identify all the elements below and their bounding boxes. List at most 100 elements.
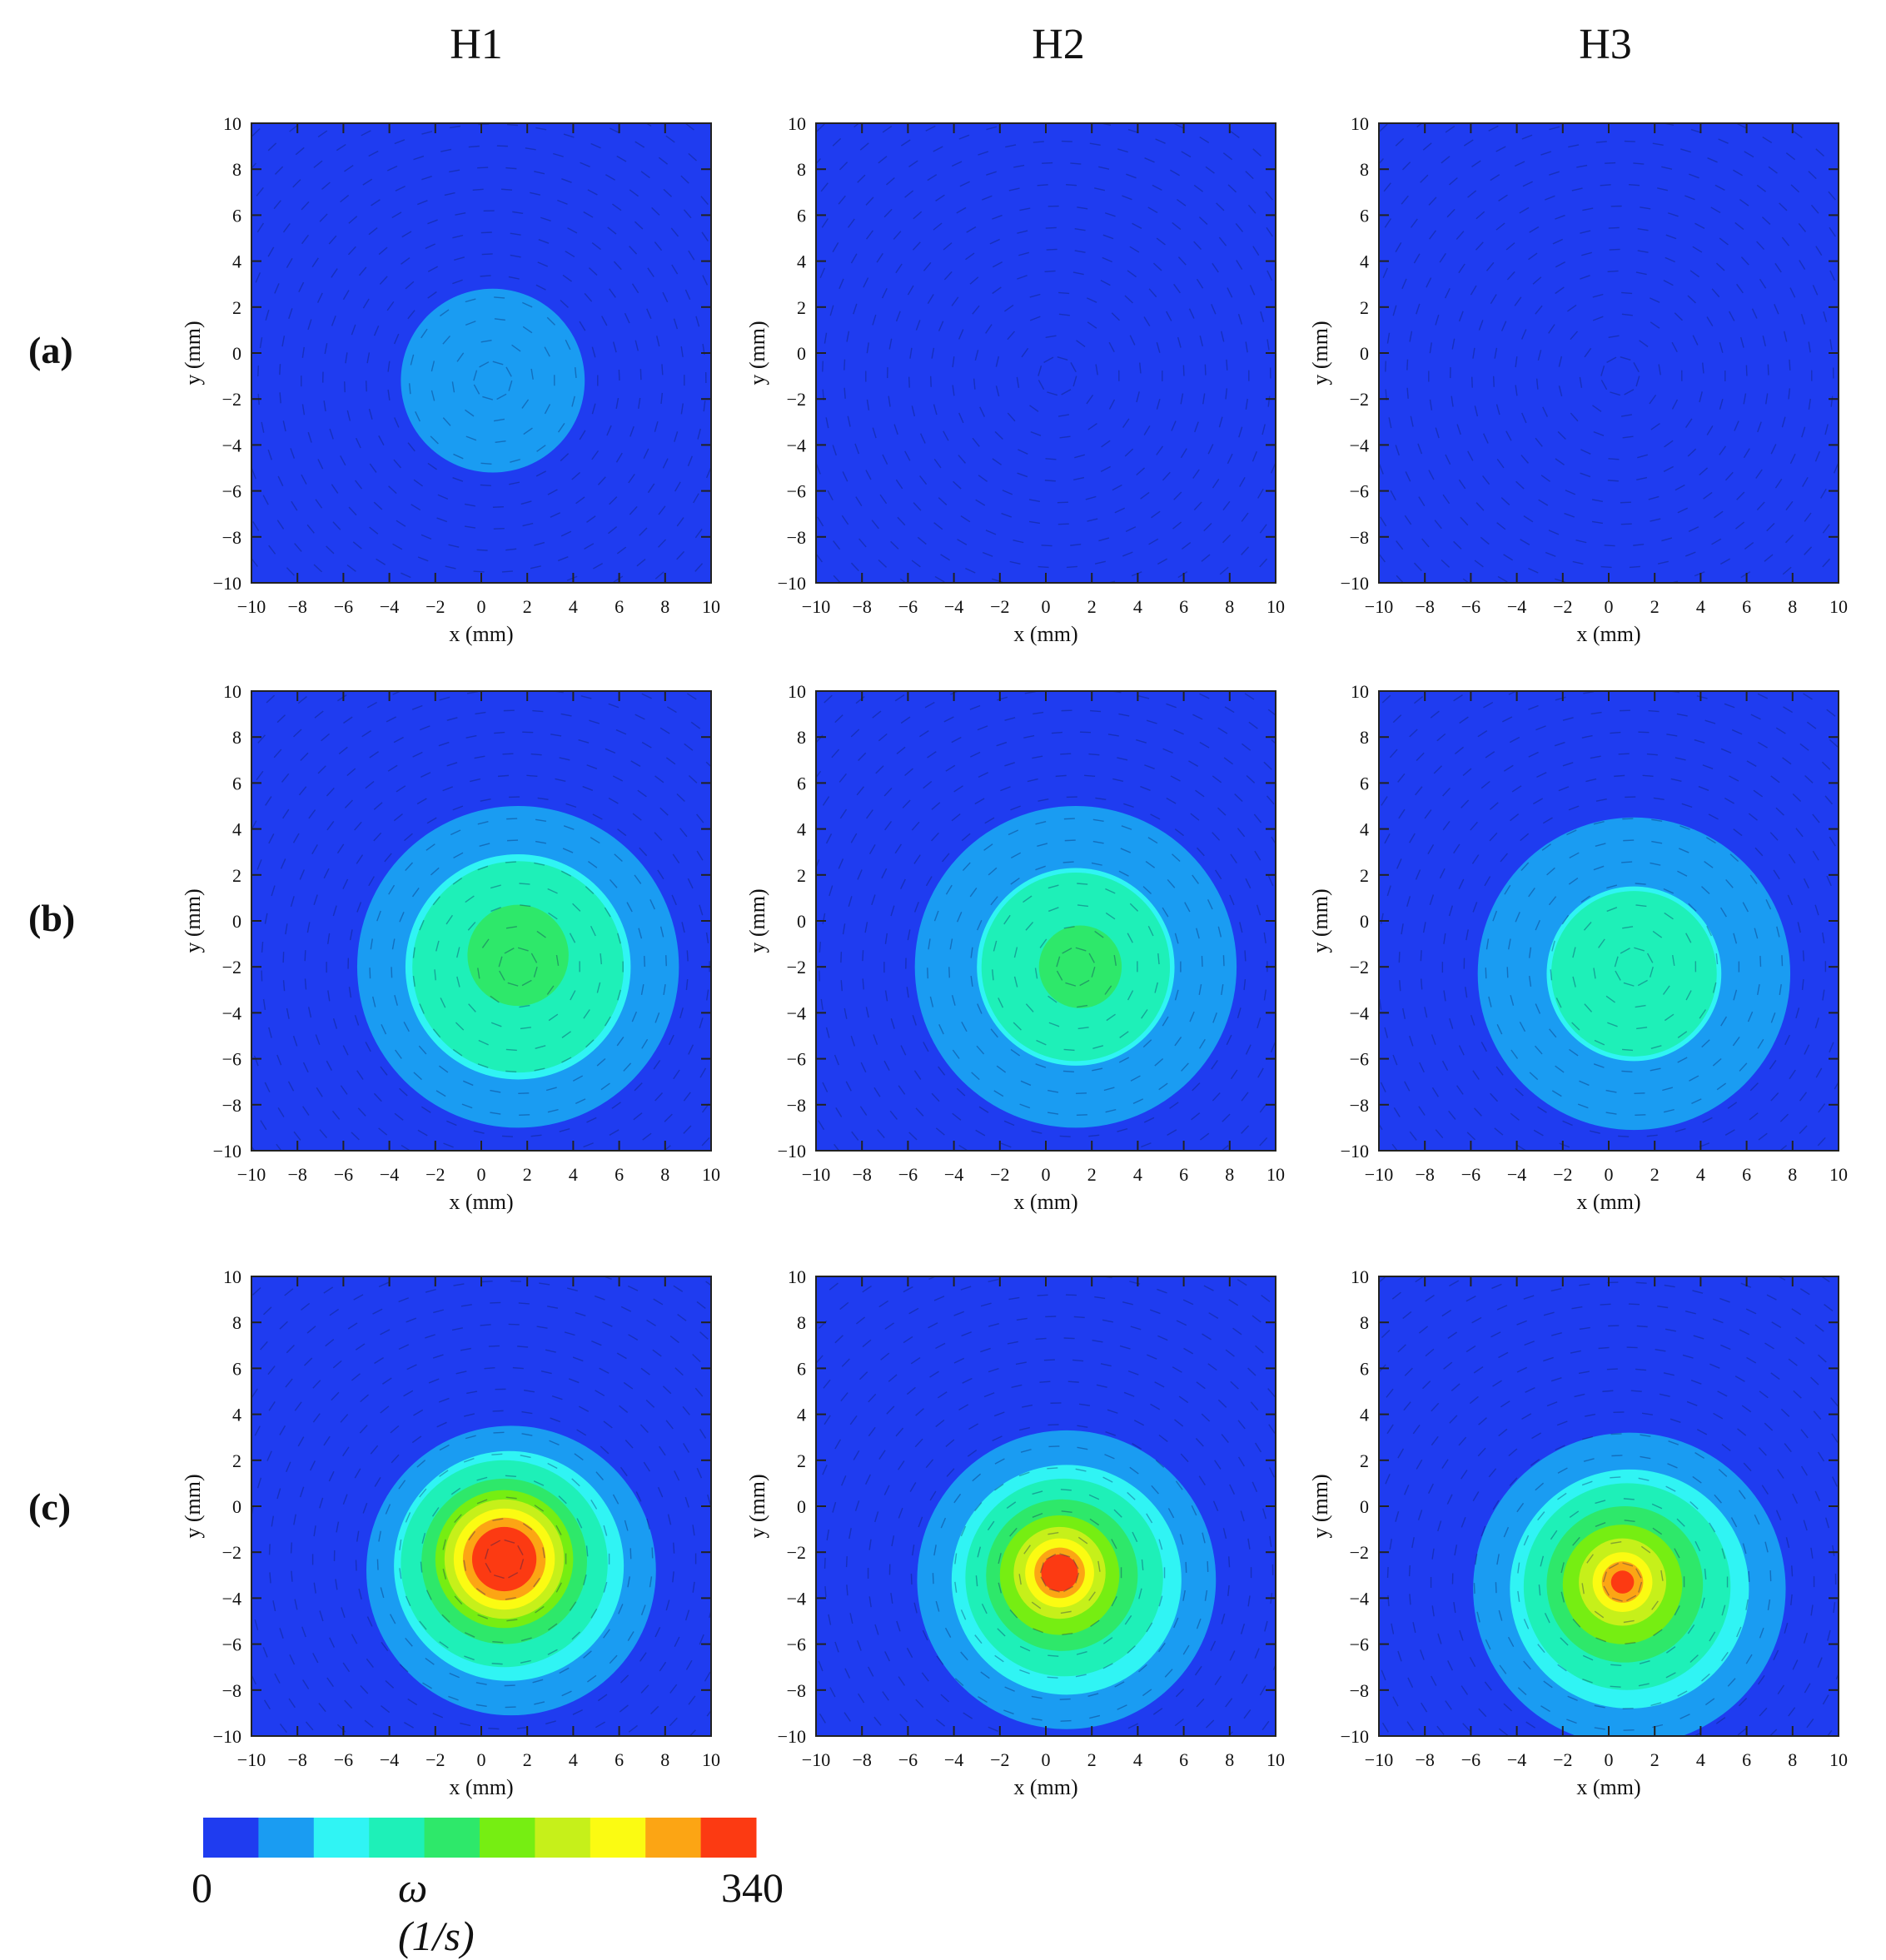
y-tick-label: 8 <box>1360 159 1369 180</box>
panel-background <box>1379 123 1839 583</box>
y-tick-label: 8 <box>232 1312 241 1333</box>
x-tick-label: 4 <box>569 1164 578 1185</box>
x-tick-label: 0 <box>1605 1749 1614 1770</box>
x-tick-label: 4 <box>1696 596 1705 617</box>
y-tick-label: 8 <box>1360 727 1369 748</box>
y-axis-label: y (mm) <box>181 1474 205 1538</box>
x-tick-label: 2 <box>523 1749 532 1770</box>
x-tick-label: 10 <box>702 596 720 617</box>
y-tick-label: 0 <box>797 1496 806 1517</box>
x-tick-label: 0 <box>1605 1164 1614 1185</box>
x-tick-label: 4 <box>1133 1749 1142 1770</box>
x-tick-label: −8 <box>1415 1749 1434 1770</box>
y-tick-label: 4 <box>1360 1405 1369 1425</box>
x-tick-label: −8 <box>852 596 871 617</box>
x-tick-label: 6 <box>1179 1164 1188 1185</box>
y-tick-label: 2 <box>232 297 241 318</box>
x-tick-label: −8 <box>852 1164 871 1185</box>
colorbar-min-label: 0 <box>192 1863 212 1912</box>
y-axis-label: y (mm) <box>745 888 769 953</box>
x-tick-label: 2 <box>523 596 532 617</box>
x-tick-label: 0 <box>1042 596 1051 617</box>
y-tick-label: −10 <box>778 1141 806 1162</box>
y-tick-label: −8 <box>1350 1095 1369 1116</box>
x-tick-label: 6 <box>615 1749 624 1770</box>
x-axis-label: x (mm) <box>449 1775 513 1799</box>
y-tick-label: −4 <box>222 1588 241 1609</box>
x-axis-label: x (mm) <box>1013 622 1077 646</box>
y-axis-label: y (mm) <box>745 321 769 385</box>
y-tick-label: −10 <box>1341 1726 1369 1747</box>
x-tick-label: 8 <box>1788 1164 1797 1185</box>
y-tick-label: 2 <box>797 297 806 318</box>
x-tick-label: 0 <box>477 1749 486 1770</box>
x-tick-label: 0 <box>1042 1749 1051 1770</box>
y-tick-label: 4 <box>232 819 241 840</box>
x-tick-label: −2 <box>990 596 1009 617</box>
y-tick-label: 4 <box>232 251 241 272</box>
y-tick-label: −2 <box>787 957 806 978</box>
colorbar-swatch <box>203 1818 259 1858</box>
x-tick-label: −4 <box>380 1164 399 1185</box>
x-tick-label: −6 <box>334 1164 353 1185</box>
x-tick-label: −2 <box>990 1164 1009 1185</box>
x-tick-label: −4 <box>1507 1164 1526 1185</box>
x-tick-label: 10 <box>702 1164 720 1185</box>
y-tick-label: 10 <box>788 1266 806 1287</box>
y-tick-label: 8 <box>1360 1312 1369 1333</box>
x-tick-label: −4 <box>1507 596 1526 617</box>
x-tick-label: 8 <box>660 596 669 617</box>
x-axis-label: x (mm) <box>1576 622 1640 646</box>
y-tick-label: −6 <box>1350 1634 1369 1655</box>
x-tick-label: −10 <box>1365 596 1393 617</box>
y-tick-label: −6 <box>1350 1049 1369 1070</box>
x-tick-label: −10 <box>802 1164 830 1185</box>
x-tick-label: −10 <box>802 596 830 617</box>
x-tick-label: −2 <box>425 1749 445 1770</box>
contour-level-3 <box>1551 891 1717 1057</box>
y-tick-label: 2 <box>1360 297 1369 318</box>
y-tick-label: 6 <box>232 773 241 793</box>
x-tick-label: 2 <box>1087 596 1097 617</box>
x-tick-label: 10 <box>1266 1164 1285 1185</box>
colorbar-max-label: 340 <box>721 1863 784 1912</box>
x-tick-label: −2 <box>1553 1164 1572 1185</box>
x-tick-label: −4 <box>380 596 399 617</box>
x-tick-label: 10 <box>1829 596 1848 617</box>
x-tick-label: 6 <box>1742 1749 1751 1770</box>
x-tick-label: −8 <box>1415 1164 1434 1185</box>
x-tick-label: 2 <box>1087 1749 1097 1770</box>
y-tick-label: −6 <box>787 1049 806 1070</box>
x-tick-label: 6 <box>1742 1164 1751 1185</box>
y-tick-label: 0 <box>232 911 241 932</box>
y-axis-label: y (mm) <box>181 321 205 385</box>
y-tick-label: −8 <box>1350 1680 1369 1701</box>
y-tick-label: 4 <box>1360 251 1369 272</box>
y-tick-label: −10 <box>1341 1141 1369 1162</box>
x-tick-label: 4 <box>569 596 578 617</box>
x-tick-label: −10 <box>1365 1749 1393 1770</box>
colorbar-swatch <box>314 1818 370 1858</box>
x-axis-label: x (mm) <box>449 622 513 646</box>
y-tick-label: 4 <box>797 819 806 840</box>
x-tick-label: −4 <box>944 1749 963 1770</box>
y-tick-label: −4 <box>787 1588 806 1609</box>
y-tick-label: 6 <box>1360 773 1369 793</box>
y-tick-label: −8 <box>787 1095 806 1116</box>
y-tick-label: −2 <box>787 1542 806 1563</box>
y-tick-label: 0 <box>797 911 806 932</box>
colorbar-swatch <box>480 1818 535 1858</box>
x-tick-label: 2 <box>1650 1749 1660 1770</box>
x-tick-label: −10 <box>802 1749 830 1770</box>
x-tick-label: −6 <box>334 1749 353 1770</box>
x-axis-label: x (mm) <box>1576 1775 1640 1799</box>
y-tick-label: 10 <box>788 681 806 702</box>
y-tick-label: 6 <box>797 1358 806 1379</box>
panel-background <box>816 123 1276 583</box>
y-tick-label: 4 <box>797 1405 806 1425</box>
contour-level-9 <box>1611 1570 1635 1594</box>
